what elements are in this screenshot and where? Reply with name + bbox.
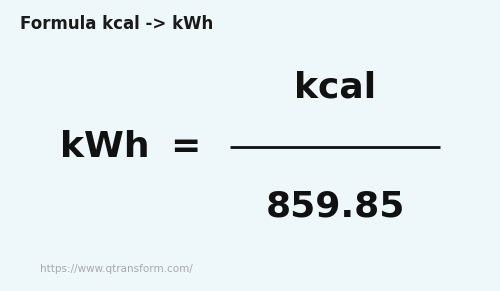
Text: Formula kcal -> kWh: Formula kcal -> kWh (20, 15, 213, 33)
Text: kWh: kWh (60, 130, 150, 164)
Text: https://www.qtransform.com/: https://www.qtransform.com/ (40, 264, 193, 274)
Text: 859.85: 859.85 (266, 190, 404, 223)
Text: =: = (170, 130, 200, 164)
Text: kcal: kcal (294, 70, 376, 104)
